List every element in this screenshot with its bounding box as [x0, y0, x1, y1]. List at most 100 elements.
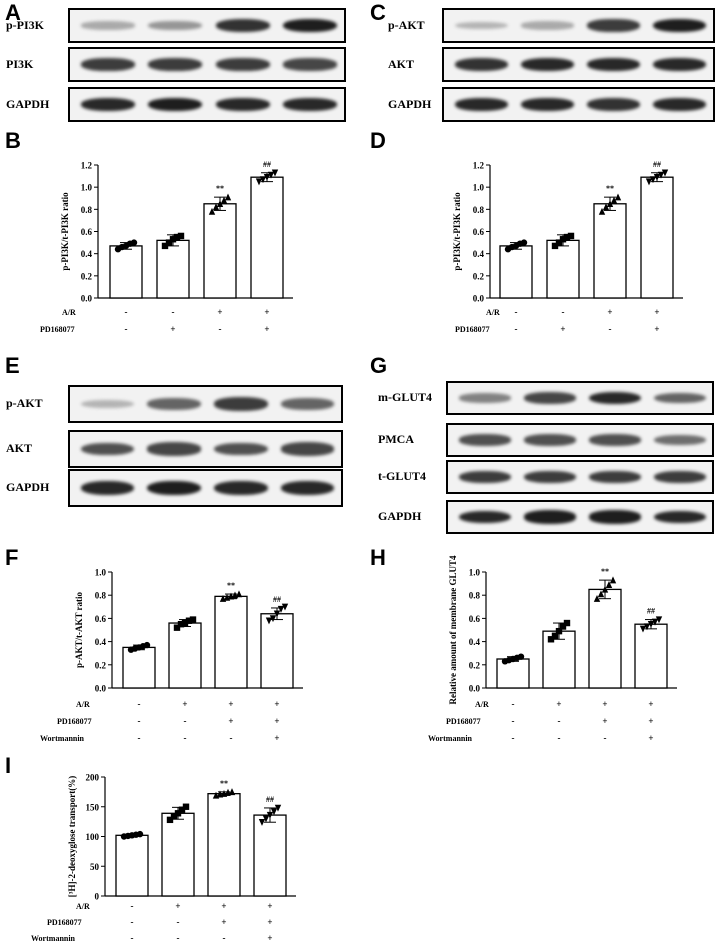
significance-label: ##	[273, 595, 281, 604]
data-point	[166, 816, 174, 824]
condition-sign: +	[267, 917, 272, 927]
data-point	[208, 207, 216, 215]
blot-strip-c-3	[442, 87, 715, 122]
significance-label: ##	[653, 160, 661, 169]
data-point	[228, 788, 236, 796]
blot-label-a-3: GAPDH	[6, 96, 50, 111]
data-point	[605, 581, 613, 588]
data-point	[182, 803, 190, 810]
data-point	[281, 603, 289, 611]
blot-band	[147, 398, 201, 410]
blot-band	[80, 97, 135, 112]
data-point	[173, 233, 181, 241]
significance-label: ##	[647, 607, 655, 616]
blot-strip-g-4	[446, 500, 714, 534]
significance-label: **	[606, 184, 614, 193]
blot-band	[458, 393, 511, 403]
blot-band	[454, 97, 508, 112]
blot-label-e-2: AKT	[6, 441, 33, 455]
condition-sign: +	[217, 307, 222, 317]
bar	[168, 622, 202, 689]
significance-label: **	[227, 581, 235, 590]
data-point	[649, 176, 657, 184]
condition-sign: -	[131, 933, 134, 943]
condition-sign: +	[556, 699, 561, 709]
condition-sign: -	[172, 307, 175, 317]
y-tick-label: 1.2	[473, 161, 485, 171]
data-point	[273, 610, 281, 618]
condition-sign: +	[654, 307, 659, 317]
condition-sign: +	[654, 324, 659, 334]
y-tick-label: 0.2	[81, 271, 93, 281]
data-point	[653, 173, 661, 181]
blot-label-e-3: GAPDH	[6, 480, 50, 494]
data-point	[258, 819, 266, 826]
condition-label: A/R	[486, 308, 500, 317]
condition-label: PD168077	[40, 325, 75, 334]
blot-band	[283, 18, 338, 33]
y-tick-label: 0.0	[81, 294, 93, 304]
condition-sign: +	[267, 933, 272, 943]
blot-band	[280, 398, 335, 410]
blot-strip-c-1	[442, 8, 715, 43]
panel-label-e: E	[5, 353, 20, 378]
data-point	[547, 636, 555, 643]
panel-label-i: I	[5, 753, 12, 778]
blot-band	[523, 510, 576, 524]
blot-band	[520, 57, 574, 72]
condition-sign: +	[648, 699, 653, 709]
blot-label-g-3: t-GLUT4	[378, 469, 426, 483]
condition-sign: -	[131, 917, 134, 927]
data-point	[143, 641, 151, 649]
bar	[207, 793, 241, 897]
condition-sign: -	[515, 307, 518, 317]
blot-band	[523, 392, 576, 404]
data-point	[271, 169, 279, 177]
blot-band	[214, 480, 268, 496]
condition-label: A/R	[76, 700, 90, 709]
blot-band	[80, 480, 135, 496]
data-point	[265, 617, 273, 625]
condition-sign: +	[274, 733, 279, 743]
y-tick-label: 0.4	[469, 637, 481, 647]
y-tick-label: 150	[86, 802, 100, 812]
blot-band	[653, 470, 706, 484]
data-point	[551, 242, 559, 250]
panel-label-g: G	[370, 353, 388, 378]
blot-band	[653, 392, 706, 404]
panel-label-f: F	[5, 545, 19, 570]
blot-band	[80, 399, 135, 409]
blot-band	[147, 480, 201, 496]
condition-sign: -	[558, 716, 561, 726]
data-point	[651, 618, 659, 626]
y-tick-label: 0.6	[95, 614, 107, 624]
bar	[640, 176, 674, 299]
blot-band	[520, 21, 574, 30]
data-point	[643, 623, 651, 631]
y-tick-label: 0.0	[95, 684, 107, 694]
bar	[496, 658, 530, 689]
data-point	[259, 176, 267, 184]
blot-strip-c-2	[442, 47, 715, 82]
y-tick-label: 1.0	[81, 183, 93, 193]
condition-sign: +	[602, 699, 607, 709]
data-point	[639, 625, 647, 633]
blot-band	[653, 57, 707, 72]
panel-label-c: C	[370, 0, 386, 25]
condition-sign: -	[125, 307, 128, 317]
blot-band	[215, 19, 270, 32]
data-point	[559, 623, 567, 630]
blot-label-a-1: p-PI3K	[6, 17, 45, 32]
data-point	[266, 811, 274, 819]
data-point	[130, 239, 138, 246]
data-point	[185, 617, 193, 624]
y-tick-label: 0.8	[81, 205, 93, 215]
blot-band	[214, 397, 268, 411]
data-point	[216, 200, 224, 207]
data-point	[655, 616, 663, 624]
blot-band	[458, 470, 511, 484]
panel-label-a: A	[5, 0, 21, 25]
condition-sign: -	[512, 733, 515, 743]
blot-band	[588, 510, 641, 524]
condition-sign: +	[170, 324, 175, 334]
